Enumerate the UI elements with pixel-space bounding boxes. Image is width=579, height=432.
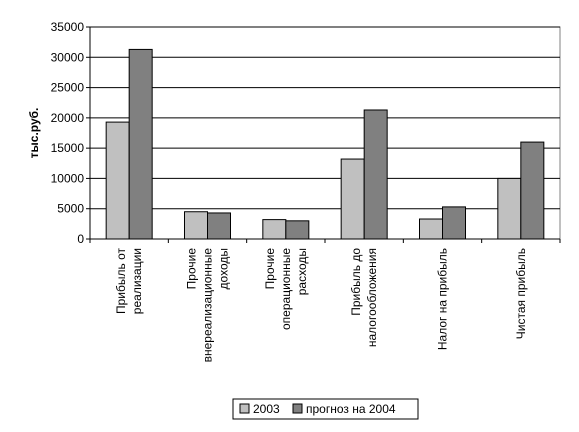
bar-series1 bbox=[340, 158, 365, 240]
x-category-label-line: Прибыль до bbox=[349, 248, 363, 316]
x-category-label: Прибыль от реализации bbox=[114, 248, 144, 315]
x-category-labels: Прибыль от реализации Прочие внереализацион… bbox=[114, 248, 528, 363]
x-category-label-line: Прочие bbox=[263, 248, 277, 290]
bar-series1 bbox=[105, 121, 130, 240]
legend-box bbox=[232, 398, 419, 420]
x-category-label-line: Чистая прибыль bbox=[514, 248, 528, 339]
plot-area bbox=[89, 26, 561, 240]
bar-series2 bbox=[442, 206, 466, 240]
bar-series1 bbox=[419, 218, 443, 240]
x-category-label-line: Налог на прибыль bbox=[436, 248, 450, 350]
y-tick-label: 10000 bbox=[51, 171, 85, 185]
legend-swatch bbox=[239, 403, 250, 414]
bar-series1 bbox=[262, 219, 287, 240]
x-category-label: Чистая прибыль bbox=[514, 248, 528, 339]
bar-series2 bbox=[363, 109, 388, 240]
x-category-label: Прочие операционные расходы bbox=[263, 248, 309, 330]
y-tick-label: 20000 bbox=[51, 111, 85, 125]
bar-series2 bbox=[207, 212, 231, 240]
bar-series2 bbox=[285, 220, 310, 240]
x-category-label-line: налогообложения bbox=[365, 248, 379, 347]
y-tick-label: 25000 bbox=[51, 81, 85, 95]
x-category-label: Прочие внереализационные доходы bbox=[185, 248, 231, 363]
x-category-label-line: реализации bbox=[130, 248, 144, 314]
x-category-label: Прибыль до налогообложения bbox=[349, 248, 379, 347]
y-tick-label: 0 bbox=[77, 232, 84, 246]
legend-swatch bbox=[292, 403, 303, 414]
legend-label: 2003 bbox=[253, 402, 280, 416]
bar-series1 bbox=[184, 211, 208, 240]
bars bbox=[105, 48, 545, 240]
legend: 2003 прогноз на 2004 bbox=[232, 398, 419, 420]
x-category-label-line: внереализационные bbox=[201, 248, 215, 363]
legend-label: прогноз на 2004 bbox=[306, 402, 396, 416]
y-tick-label: 35000 bbox=[51, 20, 85, 34]
gridlines bbox=[90, 26, 560, 210]
x-category-label-line: Прибыль от bbox=[114, 248, 128, 314]
bar-series2 bbox=[128, 48, 153, 240]
y-tick-label: 5000 bbox=[57, 202, 84, 216]
bar-series1 bbox=[497, 177, 522, 240]
x-category-label-line: доходы bbox=[217, 248, 231, 289]
x-category-label: Налог на прибыль bbox=[436, 248, 450, 350]
axes bbox=[86, 26, 561, 243]
bar-series2 bbox=[520, 141, 545, 240]
y-tick-label: 30000 bbox=[51, 50, 85, 64]
x-category-label-line: расходы bbox=[295, 248, 309, 295]
y-tick-label: 15000 bbox=[51, 141, 85, 155]
x-category-label-line: операционные bbox=[279, 248, 293, 330]
y-tick-labels: 0 5000 10000 15000 20000 25000 30000 35000 bbox=[51, 20, 85, 246]
y-axis-label: тыс.руб. bbox=[27, 108, 41, 159]
x-category-label-line: Прочие bbox=[185, 248, 199, 290]
